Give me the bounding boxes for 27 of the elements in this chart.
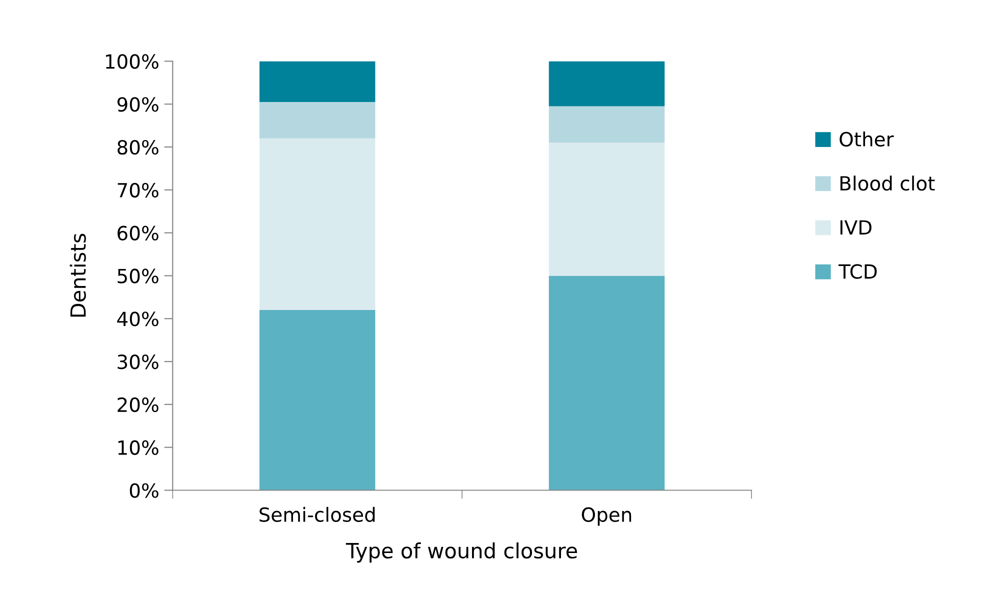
y-tick-label: 50% <box>118 268 158 284</box>
x-axis-title: Type of wound closure <box>346 542 578 563</box>
y-tick-label: 100% <box>106 54 158 69</box>
legend-label: IVD <box>840 220 872 234</box>
y-tick-label: 30% <box>118 354 158 370</box>
bar <box>548 61 665 106</box>
x-tick-label: Semi-closed <box>260 506 375 522</box>
bar <box>259 138 376 310</box>
x-tick-label: Open <box>582 507 632 526</box>
legend-label: TCD <box>838 264 877 279</box>
y-axis-title: Dentists <box>70 234 86 317</box>
y-tick-label: 10% <box>118 440 158 456</box>
y-tick-label: 90% <box>117 97 158 112</box>
legend-label: Other <box>840 132 894 147</box>
y-tick-label: 80% <box>118 140 158 155</box>
y-tick-label: 20% <box>118 397 158 412</box>
bar <box>259 310 376 490</box>
y-tick-label: 70% <box>118 182 158 198</box>
bar <box>548 106 665 143</box>
bar <box>548 142 665 276</box>
y-tick-label: 60% <box>118 226 158 240</box>
bar <box>548 276 665 490</box>
legend-label: Blood clot <box>840 176 935 191</box>
y-tick-label: 0% <box>130 483 158 498</box>
bar <box>259 61 376 102</box>
y-tick-label: 40% <box>117 312 158 326</box>
bar <box>259 102 376 138</box>
